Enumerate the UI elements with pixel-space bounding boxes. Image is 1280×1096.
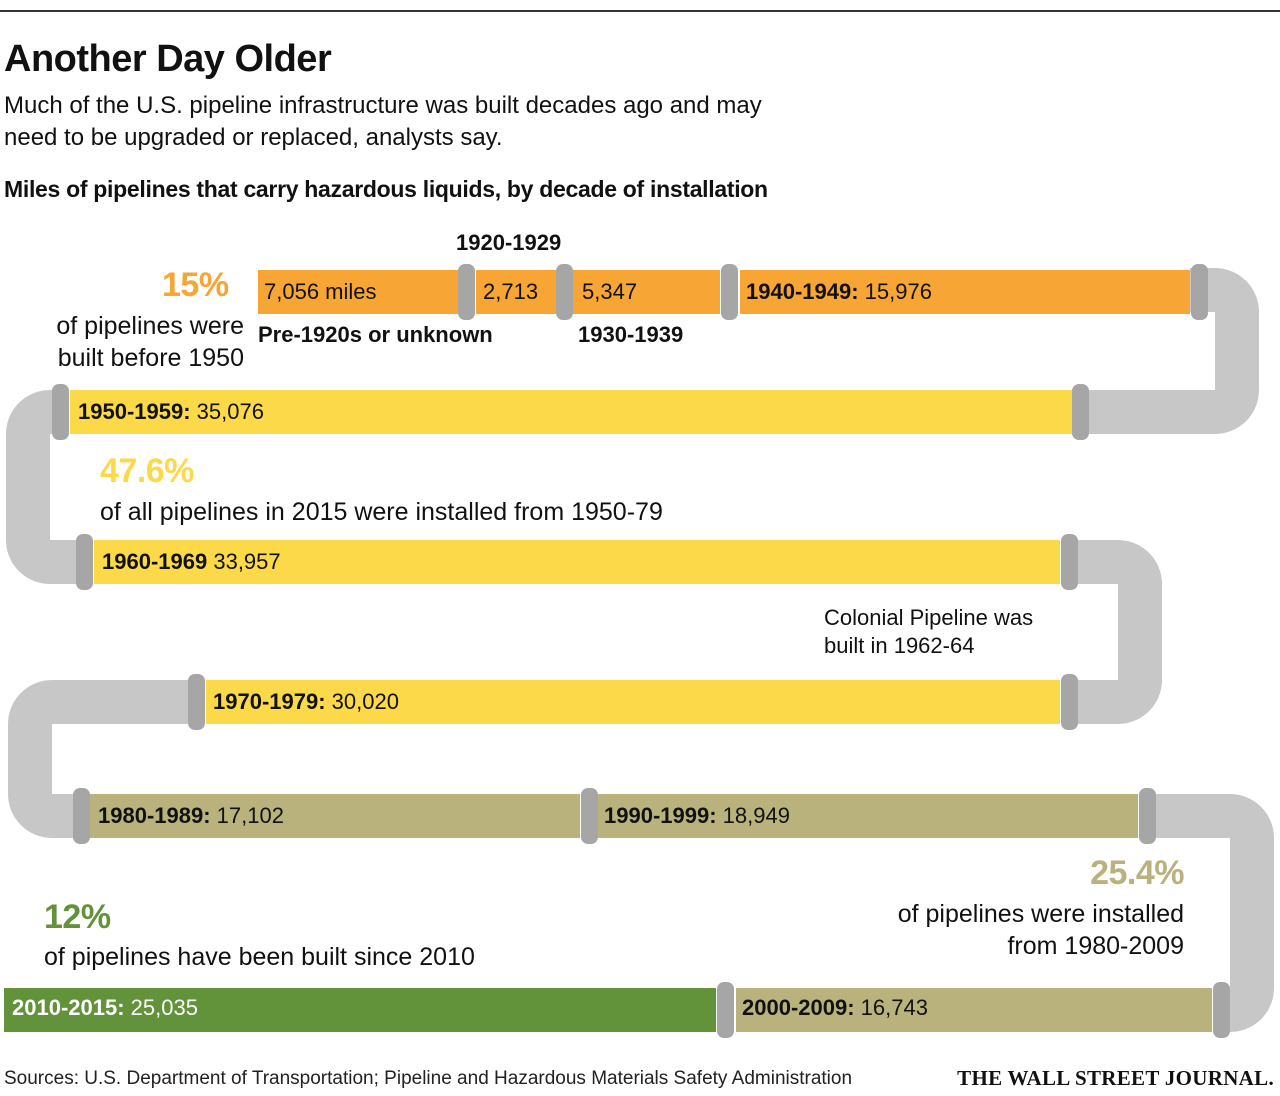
segment-decade: 1940-1949: <box>746 279 859 304</box>
pipe-joint-3 <box>1191 264 1208 320</box>
pipe-segment-10 <box>4 988 716 1032</box>
stat-25-value: 25.4% <box>1090 854 1184 892</box>
segment-label-1960: 1960-1969 33,957 <box>102 548 281 576</box>
pipe-joint-4 <box>1072 384 1089 440</box>
segment-value: 16,743 <box>860 995 928 1020</box>
segment-label-1970: 1970-1979: 30,020 <box>213 688 399 716</box>
pipe-joint-2 <box>721 264 738 320</box>
label-pre1920: Pre-1920s or unknown <box>258 322 493 347</box>
pipe-segment-1 <box>476 270 556 314</box>
pipe-joint-14 <box>717 982 734 1038</box>
segment-decade: 1990-1999: <box>604 803 717 828</box>
segment-label-pre1920: 7,056 miles <box>264 278 377 306</box>
segment-value: 25,035 <box>130 995 198 1020</box>
segment-value: 30,020 <box>331 689 399 714</box>
pipe-joint-0 <box>458 264 475 320</box>
pipe-joint-10 <box>73 788 90 844</box>
segment-label-1990: 1990-1999: 18,949 <box>604 802 790 830</box>
publisher-credit: THE WALL STREET JOURNAL. <box>957 1066 1274 1090</box>
stat-47-value: 47.6% <box>100 452 194 490</box>
chart-title: Miles of pipelines that carry hazardous … <box>4 176 768 202</box>
segment-decade: 1950-1959: <box>78 399 191 424</box>
pipe-joint-9 <box>188 674 205 730</box>
pipe-segment-6 <box>206 680 1060 724</box>
segment-decade: 2000-2009: <box>742 995 855 1020</box>
segment-value: 7,056 miles <box>264 279 377 304</box>
segment-label-1980: 1980-1989: 17,102 <box>98 802 284 830</box>
segment-value: 33,957 <box>213 549 281 574</box>
segment-label-1930: 5,347 <box>582 278 637 306</box>
page-subtitle: Much of the U.S. pipeline infrastructure… <box>4 92 762 151</box>
segment-value: 2,713 <box>483 279 539 304</box>
segment-value: 17,102 <box>216 803 284 828</box>
pipe-segment-4 <box>70 390 1072 434</box>
bend-1 <box>1080 268 1259 434</box>
segment-value: 35,076 <box>196 399 264 424</box>
pipe-segment-3 <box>740 270 1190 314</box>
pipe-joint-13 <box>1213 982 1230 1038</box>
label-1930: 1930-1939 <box>578 322 684 347</box>
label-1920: 1920-1929 <box>456 230 562 255</box>
pipe-segment-9 <box>736 988 1212 1032</box>
pipe-joint-5 <box>52 384 69 440</box>
segment-value: 18,949 <box>722 803 790 828</box>
segment-value: 5,347 <box>582 279 638 304</box>
segment-label-2010: 2010-2015: 25,035 <box>12 994 198 1022</box>
segment-decade: 1980-1989: <box>98 803 211 828</box>
top-rule <box>0 10 1280 12</box>
segment-decade: 1970-1979: <box>213 689 326 714</box>
bend-4 <box>7 680 200 838</box>
colonial-pipeline-note: Colonial Pipeline was built in 1962-64 <box>824 605 1034 658</box>
bend-3 <box>1062 540 1162 724</box>
pipe-segment-0 <box>258 270 458 314</box>
pipe-joint-1 <box>556 264 573 320</box>
pipe-joint-11 <box>581 788 598 844</box>
segment-decade: 1960-1969 <box>102 549 208 574</box>
segment-label-1950: 1950-1959: 35,076 <box>78 398 264 426</box>
pipe-joint-7 <box>1061 534 1078 590</box>
page-title: Another Day Older <box>4 38 332 80</box>
pipe-segment-7 <box>90 794 580 838</box>
pipe-joint-12 <box>1139 788 1156 844</box>
pipe-segment-2 <box>570 270 720 314</box>
stat-15-text: of pipelines were built before 1950 <box>56 312 244 372</box>
pipe-joint-8 <box>1061 674 1078 730</box>
pipe-joint-6 <box>76 534 93 590</box>
stat-12-value: 12% <box>44 898 111 936</box>
stat-25-text: of pipelines were installed from 1980-20… <box>897 900 1184 960</box>
stat-12-text: of pipelines have been built since 2010 <box>44 943 475 971</box>
bend-2 <box>5 390 90 584</box>
segment-value: 15,976 <box>864 279 932 304</box>
pipe-segment-5 <box>94 540 1060 584</box>
bend-5 <box>1140 794 1274 1032</box>
source-note: Sources: U.S. Department of Transportati… <box>4 1068 853 1089</box>
segment-decade: 2010-2015: <box>12 995 125 1020</box>
pipe-segment-8 <box>598 794 1138 838</box>
segment-label-2000: 2000-2009: 16,743 <box>742 994 928 1022</box>
segment-label-1920: 2,713 <box>483 278 538 306</box>
stat-47-text: of all pipelines in 2015 were installed … <box>100 498 663 526</box>
segment-label-1940: 1940-1949: 15,976 <box>746 278 932 306</box>
stat-15-value: 15% <box>162 266 229 304</box>
